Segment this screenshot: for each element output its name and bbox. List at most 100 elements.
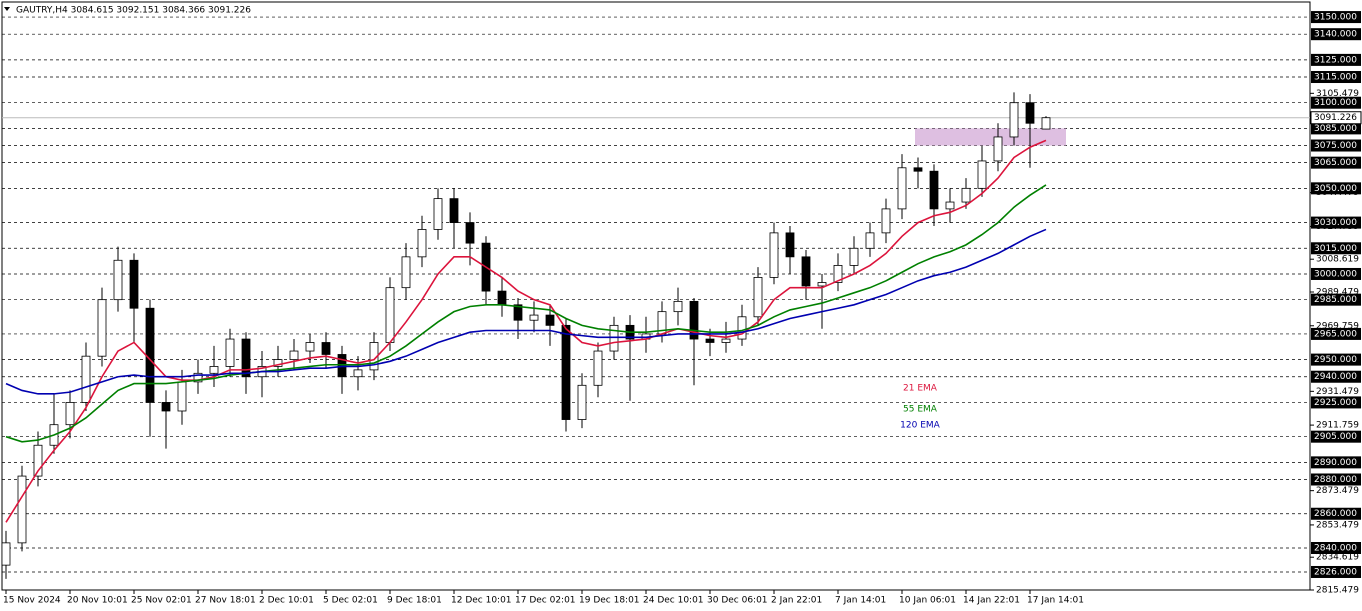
- level-label: 2880.000: [1314, 475, 1357, 485]
- level-label-box: [1311, 293, 1361, 306]
- x-tick-label: 14 Jan 22:01: [963, 596, 1020, 606]
- candle-body: [737, 316, 747, 340]
- level-label: 2985.000: [1314, 295, 1357, 305]
- level-label-box: [1311, 28, 1361, 41]
- x-tick-label: 17 Jan 14:01: [1027, 596, 1084, 606]
- y-tick-label: 2989.479: [1316, 287, 1359, 297]
- candle-body: [849, 247, 859, 266]
- x-tick-label: 24 Dec 10:01: [643, 596, 704, 606]
- y-tick-label: 2873.479: [1316, 486, 1359, 496]
- level-label-box: [1311, 139, 1361, 152]
- candle-body: [449, 198, 459, 223]
- candle-body: [385, 287, 395, 343]
- candle-body: [593, 350, 603, 386]
- x-tick-label: 15 Nov 2024: [3, 596, 61, 606]
- level-label-box: [1311, 96, 1361, 109]
- candle-body: [241, 338, 251, 378]
- candle-body: [1041, 117, 1051, 130]
- level-label: 3065.000: [1314, 158, 1357, 168]
- level-label: 3030.000: [1314, 218, 1357, 228]
- candle-body: [161, 402, 171, 412]
- candle-body: [465, 222, 475, 244]
- candle-body: [353, 369, 363, 378]
- candle-body: [913, 167, 923, 172]
- x-tick-label: 19 Dec 18:01: [579, 596, 640, 606]
- candle-body: [321, 342, 331, 355]
- y-tick-label: 2911.759: [1316, 421, 1359, 431]
- candle-body: [65, 402, 75, 426]
- level-label: 2905.000: [1314, 432, 1357, 442]
- level-label-box: [1311, 370, 1361, 383]
- level-label-box: [1311, 565, 1361, 578]
- x-tick-label: 27 Nov 18:01: [195, 596, 256, 606]
- level-label-box: [1311, 156, 1361, 169]
- candle-body: [113, 259, 123, 301]
- candle-body: [97, 299, 107, 357]
- level-label: 2860.000: [1314, 509, 1357, 519]
- candle-body: [289, 350, 299, 361]
- y-tick-label: 2853.479: [1316, 520, 1359, 530]
- candle-body: [545, 314, 555, 326]
- current-price-box: [1310, 111, 1362, 125]
- level-label: 2965.000: [1314, 329, 1357, 339]
- candle-body: [673, 300, 683, 313]
- candle-body: [705, 338, 715, 343]
- ema-label: 55 EMA: [903, 405, 938, 415]
- chart-title: GAUTRY,H4 3084.615 3092.151 3084.366 309…: [16, 6, 251, 16]
- x-tick-label: 20 Nov 10:01: [67, 596, 128, 606]
- level-label-box: [1311, 122, 1361, 135]
- candle-body: [865, 232, 875, 249]
- level-label: 3085.000: [1314, 124, 1357, 134]
- level-label: 2840.000: [1314, 544, 1357, 554]
- x-tick-label: 12 Dec 10:01: [451, 596, 512, 606]
- x-tick-label: 9 Dec 18:01: [387, 596, 442, 606]
- candle-body: [785, 232, 795, 258]
- level-label: 3150.000: [1314, 13, 1357, 23]
- x-tick-label: 2 Jan 22:01: [771, 596, 822, 606]
- ema-label: 21 EMA: [903, 384, 938, 394]
- candle-body: [561, 324, 571, 420]
- x-tick-label: 30 Dec 06:01: [707, 596, 768, 606]
- candle-body: [929, 170, 939, 210]
- ema-label: 120 EMA: [900, 421, 940, 431]
- x-tick-label: 25 Nov 02:01: [131, 596, 192, 606]
- candle-body: [897, 167, 907, 210]
- level-label: 2925.000: [1314, 398, 1357, 408]
- level-label: 3000.000: [1314, 269, 1357, 279]
- candle-body: [993, 136, 1003, 162]
- candle-body: [145, 307, 155, 403]
- level-label-box: [1311, 182, 1361, 195]
- level-label: 3115.000: [1314, 73, 1357, 83]
- candle-body: [305, 342, 315, 352]
- ema-line: [5, 228, 1047, 395]
- level-label-box: [1311, 216, 1361, 229]
- ema-line: [5, 184, 1047, 443]
- y-tick-label: 2815.479: [1316, 586, 1359, 596]
- x-tick-label: 10 Jan 06:01: [899, 596, 956, 606]
- candle-body: [193, 372, 203, 383]
- candle-body: [817, 282, 827, 287]
- candle-body: [529, 314, 539, 321]
- level-label: 3140.000: [1314, 30, 1357, 40]
- level-label: 2890.000: [1314, 458, 1357, 468]
- candle-body: [1025, 102, 1035, 124]
- level-label-box: [1311, 456, 1361, 469]
- candle-body: [401, 256, 411, 289]
- candle-body: [129, 259, 139, 309]
- candle-body: [577, 384, 587, 420]
- candle-body: [977, 160, 987, 189]
- candle-body: [497, 290, 507, 306]
- candle-body: [177, 381, 187, 412]
- candle-body: [33, 444, 43, 477]
- candle-body: [801, 256, 811, 287]
- menu-arrow: [4, 7, 10, 11]
- level-label-box: [1311, 473, 1361, 486]
- level-label: 3015.000: [1314, 244, 1357, 254]
- candle-body: [17, 475, 27, 544]
- x-tick-label: 2 Dec 10:01: [259, 596, 314, 606]
- candle-body: [417, 229, 427, 258]
- candle-body: [769, 232, 779, 278]
- x-tick-label: 17 Dec 02:01: [515, 596, 576, 606]
- candle-body: [513, 304, 523, 321]
- candle-body: [209, 366, 219, 374]
